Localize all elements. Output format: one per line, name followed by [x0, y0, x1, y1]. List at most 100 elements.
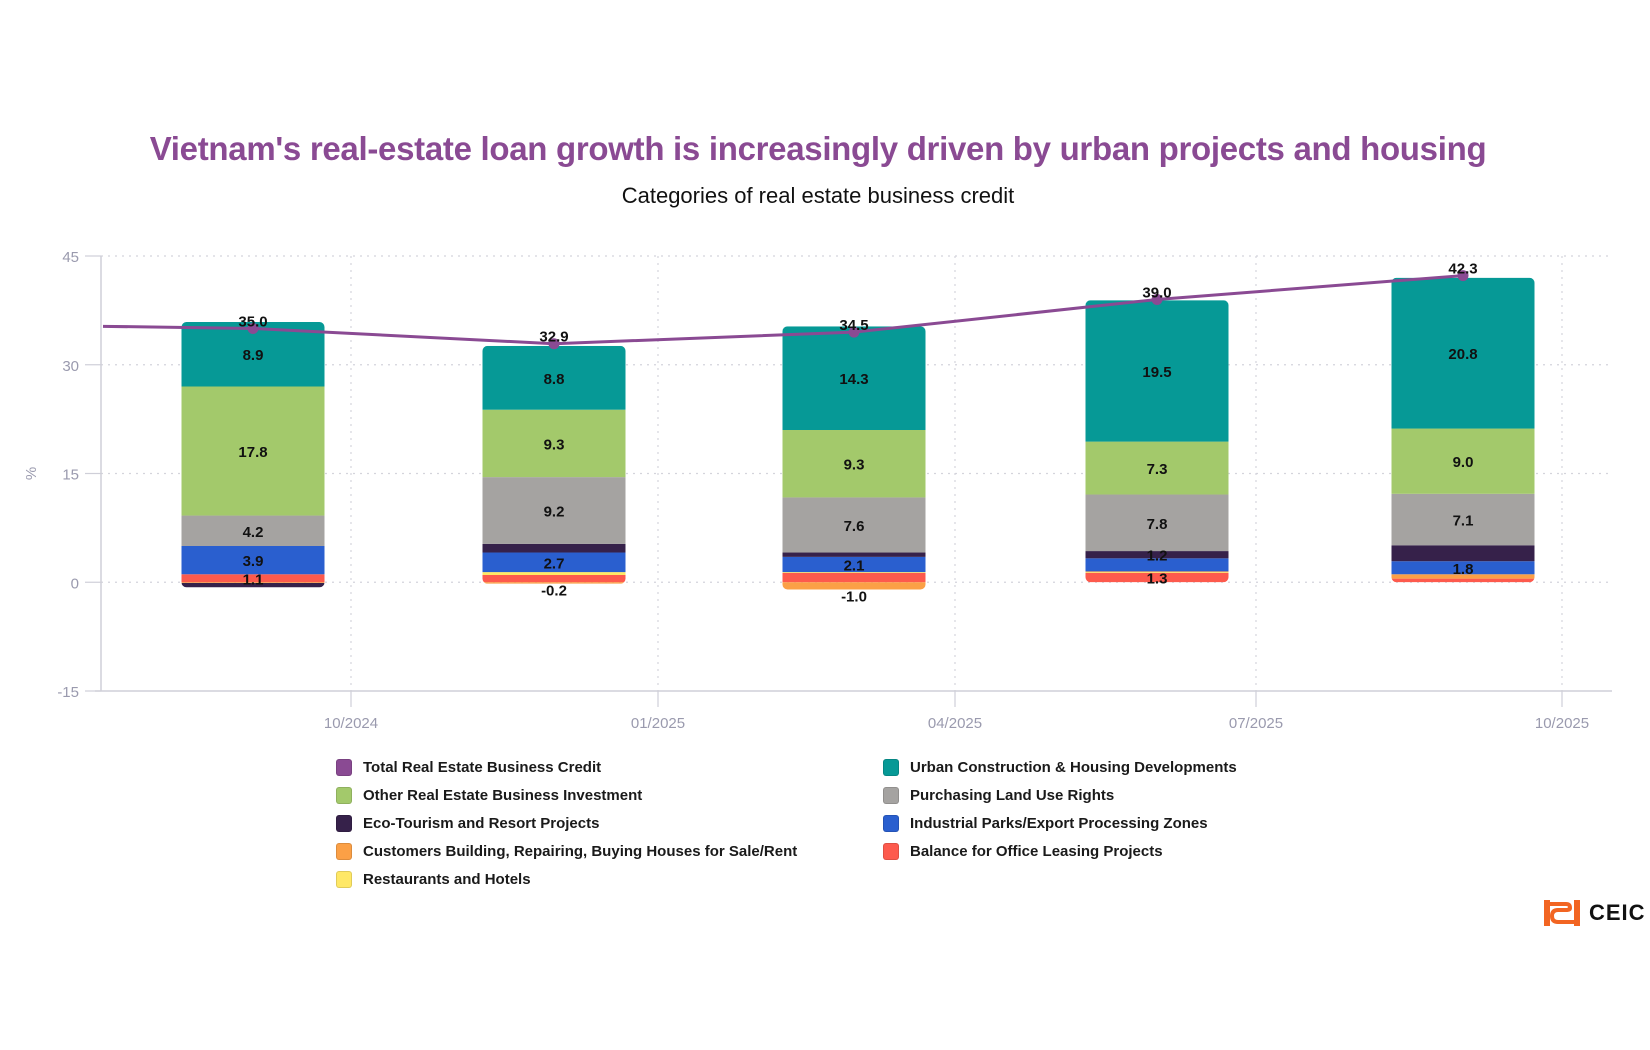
legend-item[interactable]: Eco-Tourism and Resort Projects	[336, 813, 883, 834]
bar-value-label: 7.3	[1147, 461, 1168, 478]
bar-value-label: -0.2	[541, 583, 567, 600]
bar-segment	[1391, 428, 1535, 494]
bar-value-label: 9.3	[844, 457, 865, 474]
bar-segment	[1085, 572, 1229, 573]
legend-item[interactable]: Urban Construction & Housing Development…	[883, 757, 1336, 778]
bar-value-label: 9.0	[1453, 454, 1474, 471]
legend-item[interactable]: Restaurants and Hotels	[336, 869, 883, 890]
x-tick-label: 07/2025	[1229, 715, 1283, 732]
legend-label: Customers Building, Repairing, Buying Ho…	[363, 843, 798, 860]
bar-segment	[782, 326, 926, 430]
legend-label: Industrial Parks/Export Processing Zones	[910, 815, 1208, 832]
axes: 45 30 15 0 -15% 10/2024 01/2025 04/2025 07/2025 1…	[23, 249, 1612, 732]
legend-item[interactable]: Industrial Parks/Export Processing Zones	[883, 813, 1336, 834]
bar-segment	[1085, 571, 1229, 573]
bar-stack	[1085, 300, 1229, 583]
bar-value-label: 7.6	[844, 518, 865, 535]
bar-segment	[782, 556, 926, 573]
bar-value-label: 1.1	[243, 571, 264, 588]
total-line-point	[1457, 270, 1469, 282]
bar-segment	[482, 572, 626, 575]
bar-value-label: -1.0	[841, 589, 867, 606]
bar-stack	[1391, 277, 1535, 583]
legend-item[interactable]: Purchasing Land Use Rights	[883, 785, 1336, 806]
legend-item[interactable]: Total Real Estate Business Credit	[336, 757, 883, 778]
y-axis-title: %	[23, 467, 40, 480]
bar-value-label: 17.8	[238, 444, 267, 461]
legend-swatch-icon	[883, 815, 899, 832]
bar-segment	[1085, 572, 1229, 583]
bar-value-label: 20.8	[1448, 346, 1477, 363]
ceic-logo-icon	[1544, 900, 1580, 926]
legend-swatch-icon	[336, 787, 352, 804]
y-tick-label: 0	[71, 575, 79, 592]
bar-value-label: 9.2	[544, 503, 565, 520]
data-labels: 1.13.9 4.2 17.8 8.9 -0.2 2.7 9.2 9.3 8.8 -1.0 2.1 7…	[238, 261, 1477, 606]
y-tick-label: 15	[62, 467, 79, 484]
total-line-point	[1151, 294, 1163, 305]
legend-swatch-icon	[883, 759, 899, 776]
bar-segment	[181, 574, 325, 583]
bar-value-label: 7.8	[1147, 516, 1168, 533]
bar-segment	[782, 552, 926, 557]
bar-value-label: 2.7	[544, 555, 565, 572]
bar-value-label: 2.1	[844, 557, 865, 574]
y-tick-label: -15	[57, 684, 79, 701]
bar-value-label: 4.2	[243, 524, 264, 541]
y-tick-label: 30	[62, 358, 79, 375]
bar-value-label: 8.8	[544, 371, 565, 388]
bar-segment	[482, 543, 626, 553]
bar-segment	[782, 572, 926, 583]
total-line-path	[102, 274, 1464, 346]
bar-value-label: 1.8	[1453, 561, 1474, 578]
bar-segment	[1085, 494, 1229, 552]
legend-item[interactable]: Other Real Estate Business Investment	[336, 785, 883, 806]
bar-segment	[1391, 277, 1535, 429]
x-tick-label: 10/2025	[1535, 715, 1589, 732]
bar-segment	[1085, 300, 1229, 442]
legend-label: Urban Construction & Housing Development…	[910, 759, 1237, 776]
bar-segment	[482, 345, 626, 410]
ceic-logo: CEIC	[1544, 900, 1646, 926]
bar-segment	[782, 582, 926, 590]
bar-stack	[782, 326, 926, 590]
total-line-point	[848, 326, 860, 338]
total-line	[102, 270, 1469, 350]
grid-lines	[101, 255, 1612, 691]
bar-value-label: 3.9	[243, 553, 264, 570]
bar-segment	[181, 546, 325, 575]
bar-segment	[1391, 574, 1535, 579]
y-tick-label: 45	[62, 249, 79, 266]
bars	[181, 277, 1535, 590]
legend-swatch-icon	[336, 871, 352, 888]
bar-value-label: 9.3	[544, 436, 565, 453]
bar-segment	[1391, 578, 1535, 583]
legend-label: Balance for Office Leasing Projects	[910, 843, 1163, 860]
legend-item[interactable]: Balance for Office Leasing Projects	[883, 841, 1336, 862]
total-value-label: 39.0	[1142, 285, 1171, 302]
bar-segment	[482, 582, 626, 584]
legend-label: Total Real Estate Business Credit	[363, 759, 602, 776]
bar-segment	[1085, 441, 1229, 495]
legend-item[interactable]: Customers Building, Repairing, Buying Ho…	[336, 841, 883, 862]
legend-swatch-icon	[883, 787, 899, 804]
legend-swatch-icon	[336, 759, 352, 776]
x-tick-label: 10/2024	[324, 715, 378, 732]
bar-value-label: 19.5	[1142, 364, 1171, 381]
bar-value-label: 8.9	[243, 347, 264, 364]
legend-label: Purchasing Land Use Rights	[910, 787, 1115, 804]
bar-segment	[181, 582, 325, 588]
bar-segment	[482, 477, 626, 544]
chart-subtitle: Categories of real estate business credi…	[621, 183, 1015, 208]
legend-label: Eco-Tourism and Resort Projects	[363, 815, 600, 832]
bar-value-label: 14.3	[839, 371, 868, 388]
bar-segment	[482, 552, 626, 573]
bar-segment	[482, 409, 626, 478]
bar-stack	[482, 345, 626, 584]
bar-segment	[181, 386, 325, 516]
bar-segment	[1391, 561, 1535, 575]
legend: Total Real Estate Business Credit Urban C…	[336, 757, 1336, 890]
bar-segment	[1085, 551, 1229, 559]
bar-segment	[782, 497, 926, 553]
total-line-point	[548, 338, 560, 350]
